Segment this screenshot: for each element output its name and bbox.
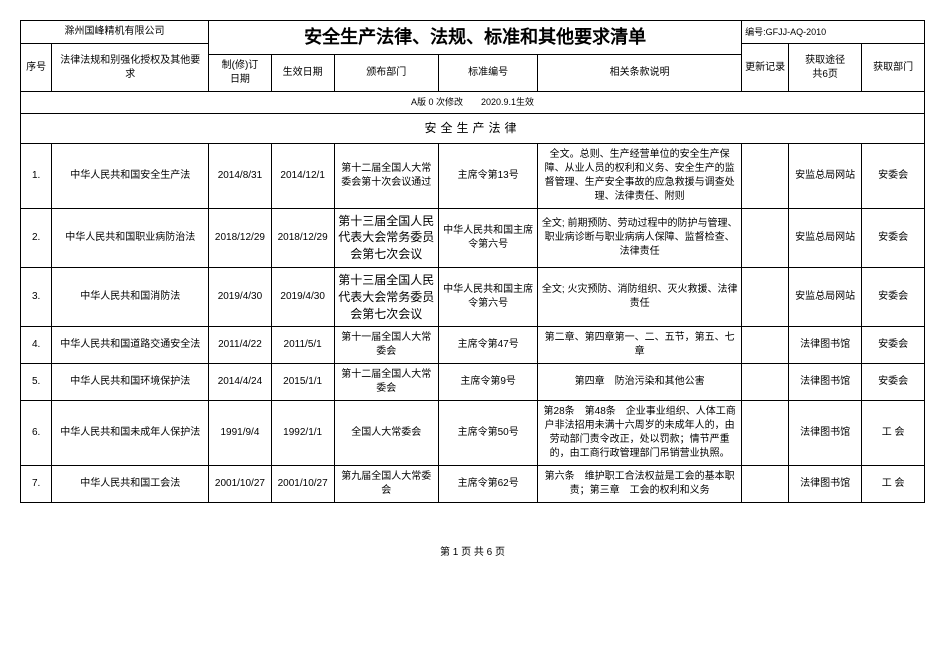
cell-rev_date: 2011/4/22 <box>209 327 272 364</box>
cell-eff_date: 2019/4/30 <box>271 267 334 326</box>
cell-no: 1. <box>21 143 52 208</box>
col-seq: 序号 <box>21 44 52 92</box>
company-name: 滁州国峰精机有限公司 <box>21 21 209 44</box>
cell-issuer: 第十三届全国人民代表大会常务委员会第七次会议 <box>334 267 439 326</box>
col-update: 更新记录 <box>742 44 789 92</box>
cell-rev_date: 1991/9/4 <box>209 401 272 466</box>
cell-issuer: 第九届全国人大常委会 <box>334 466 439 503</box>
section-header: 安全生产法律 <box>21 113 925 143</box>
doc-number: 编号:GFJJ-AQ-2010 <box>742 21 925 44</box>
cell-std_no: 主席令第13号 <box>439 143 538 208</box>
cell-clause: 第二章、第四章第一、二、五节，第五、七章 <box>538 327 742 364</box>
regulation-list-table: 滁州国峰精机有限公司 安全生产法律、法规、标准和其他要求清单 编号:GFJJ-A… <box>20 20 925 503</box>
cell-source: 安监总局网站 <box>789 208 862 267</box>
cell-source: 法律图书馆 <box>789 466 862 503</box>
cell-clause: 第六条 维护职工合法权益是工会的基本职责；第三章 工会的权利和义务 <box>538 466 742 503</box>
cell-rev_date: 2001/10/27 <box>209 466 272 503</box>
cell-update <box>742 143 789 208</box>
table-row: 5.中华人民共和国环境保护法2014/4/242015/1/1第十二届全国人大常… <box>21 364 925 401</box>
table-row: 3.中华人民共和国消防法2019/4/302019/4/30第十三届全国人民代表… <box>21 267 925 326</box>
cell-update <box>742 401 789 466</box>
col-dept: 获取部门 <box>862 44 925 92</box>
page-footer: 第 1 页 共 6 页 <box>20 543 925 558</box>
cell-name: 中华人民共和国环境保护法 <box>52 364 209 401</box>
cell-std_no: 主席令第62号 <box>439 466 538 503</box>
col-stdno: 标准编号 <box>439 55 538 92</box>
cell-update <box>742 364 789 401</box>
cell-rev_date: 2019/4/30 <box>209 267 272 326</box>
table-row: 4.中华人民共和国道路交通安全法2011/4/222011/5/1第十一届全国人… <box>21 327 925 364</box>
table-row: 1.中华人民共和国安全生产法2014/8/312014/12/1第十二届全国人大… <box>21 143 925 208</box>
cell-std_no: 主席令第9号 <box>439 364 538 401</box>
cell-source: 法律图书馆 <box>789 401 862 466</box>
cell-dept: 安委会 <box>862 327 925 364</box>
cell-no: 7. <box>21 466 52 503</box>
version-note: A版 0 次修改 2020.9.1生效 <box>21 92 925 114</box>
cell-eff_date: 2015/1/1 <box>271 364 334 401</box>
cell-eff_date: 2001/10/27 <box>271 466 334 503</box>
cell-clause: 全文。总则、生产经营单位的安全生产保障、从业人员的权利和义务、安全生产的监督管理… <box>538 143 742 208</box>
cell-eff_date: 2011/5/1 <box>271 327 334 364</box>
cell-std_no: 主席令第50号 <box>439 401 538 466</box>
cell-dept: 安委会 <box>862 364 925 401</box>
col-source: 获取途径共6页 <box>789 44 862 92</box>
cell-name: 中华人民共和国道路交通安全法 <box>52 327 209 364</box>
cell-name: 中华人民共和国消防法 <box>52 267 209 326</box>
cell-source: 安监总局网站 <box>789 267 862 326</box>
cell-no: 2. <box>21 208 52 267</box>
cell-name: 中华人民共和国未成年人保护法 <box>52 401 209 466</box>
table-row: 7.中华人民共和国工会法2001/10/272001/10/27第九届全国人大常… <box>21 466 925 503</box>
table-row: 2.中华人民共和国职业病防治法2018/12/292018/12/29第十三届全… <box>21 208 925 267</box>
cell-name: 中华人民共和国职业病防治法 <box>52 208 209 267</box>
cell-source: 法律图书馆 <box>789 327 862 364</box>
cell-issuer: 第十二届全国人大常委会 <box>334 364 439 401</box>
col-eff-date: 生效日期 <box>271 55 334 92</box>
cell-dept: 安委会 <box>862 267 925 326</box>
cell-dept: 工 会 <box>862 401 925 466</box>
cell-std_no: 主席令第47号 <box>439 327 538 364</box>
cell-update <box>742 466 789 503</box>
cell-update <box>742 208 789 267</box>
cell-clause: 全文; 火灾预防、消防组织、灭火救援、法律责任 <box>538 267 742 326</box>
cell-source: 安监总局网站 <box>789 143 862 208</box>
cell-eff_date: 1992/1/1 <box>271 401 334 466</box>
cell-rev_date: 2014/4/24 <box>209 364 272 401</box>
cell-update <box>742 327 789 364</box>
cell-dept: 工 会 <box>862 466 925 503</box>
cell-dept: 安委会 <box>862 208 925 267</box>
cell-name: 中华人民共和国安全生产法 <box>52 143 209 208</box>
cell-dept: 安委会 <box>862 143 925 208</box>
main-title: 安全生产法律、法规、标准和其他要求清单 <box>209 21 742 55</box>
table-row: 6.中华人民共和国未成年人保护法1991/9/41992/1/1全国人大常委会主… <box>21 401 925 466</box>
cell-no: 3. <box>21 267 52 326</box>
cell-rev_date: 2018/12/29 <box>209 208 272 267</box>
cell-std_no: 中华人民共和国主席令第六号 <box>439 208 538 267</box>
cell-eff_date: 2018/12/29 <box>271 208 334 267</box>
col-clause: 相关条款说明 <box>538 55 742 92</box>
cell-source: 法律图书馆 <box>789 364 862 401</box>
cell-issuer: 第十二届全国人大常委会第十次会议通过 <box>334 143 439 208</box>
cell-no: 6. <box>21 401 52 466</box>
cell-issuer: 第十三届全国人民代表大会常务委员会第七次会议 <box>334 208 439 267</box>
cell-issuer: 第十一届全国人大常委会 <box>334 327 439 364</box>
cell-rev_date: 2014/8/31 <box>209 143 272 208</box>
cell-eff_date: 2014/12/1 <box>271 143 334 208</box>
cell-issuer: 全国人大常委会 <box>334 401 439 466</box>
cell-clause: 全文; 前期预防、劳动过程中的防护与管理、职业病诊断与职业病病人保障、监督检查、… <box>538 208 742 267</box>
cell-no: 4. <box>21 327 52 364</box>
cell-update <box>742 267 789 326</box>
cell-name: 中华人民共和国工会法 <box>52 466 209 503</box>
cell-clause: 第28条 第48条 企业事业组织、人体工商户非法招用未满十六周岁的未成年人的，由… <box>538 401 742 466</box>
cell-no: 5. <box>21 364 52 401</box>
cell-clause: 第四章 防治污染和其他公害 <box>538 364 742 401</box>
cell-std_no: 中华人民共和国主席令第六号 <box>439 267 538 326</box>
col-rev-date: 制(修)订日期 <box>209 55 272 92</box>
col-issuer: 颁布部门 <box>334 55 439 92</box>
col-name: 法律法规和别强化授权及其他要求 <box>52 44 209 92</box>
